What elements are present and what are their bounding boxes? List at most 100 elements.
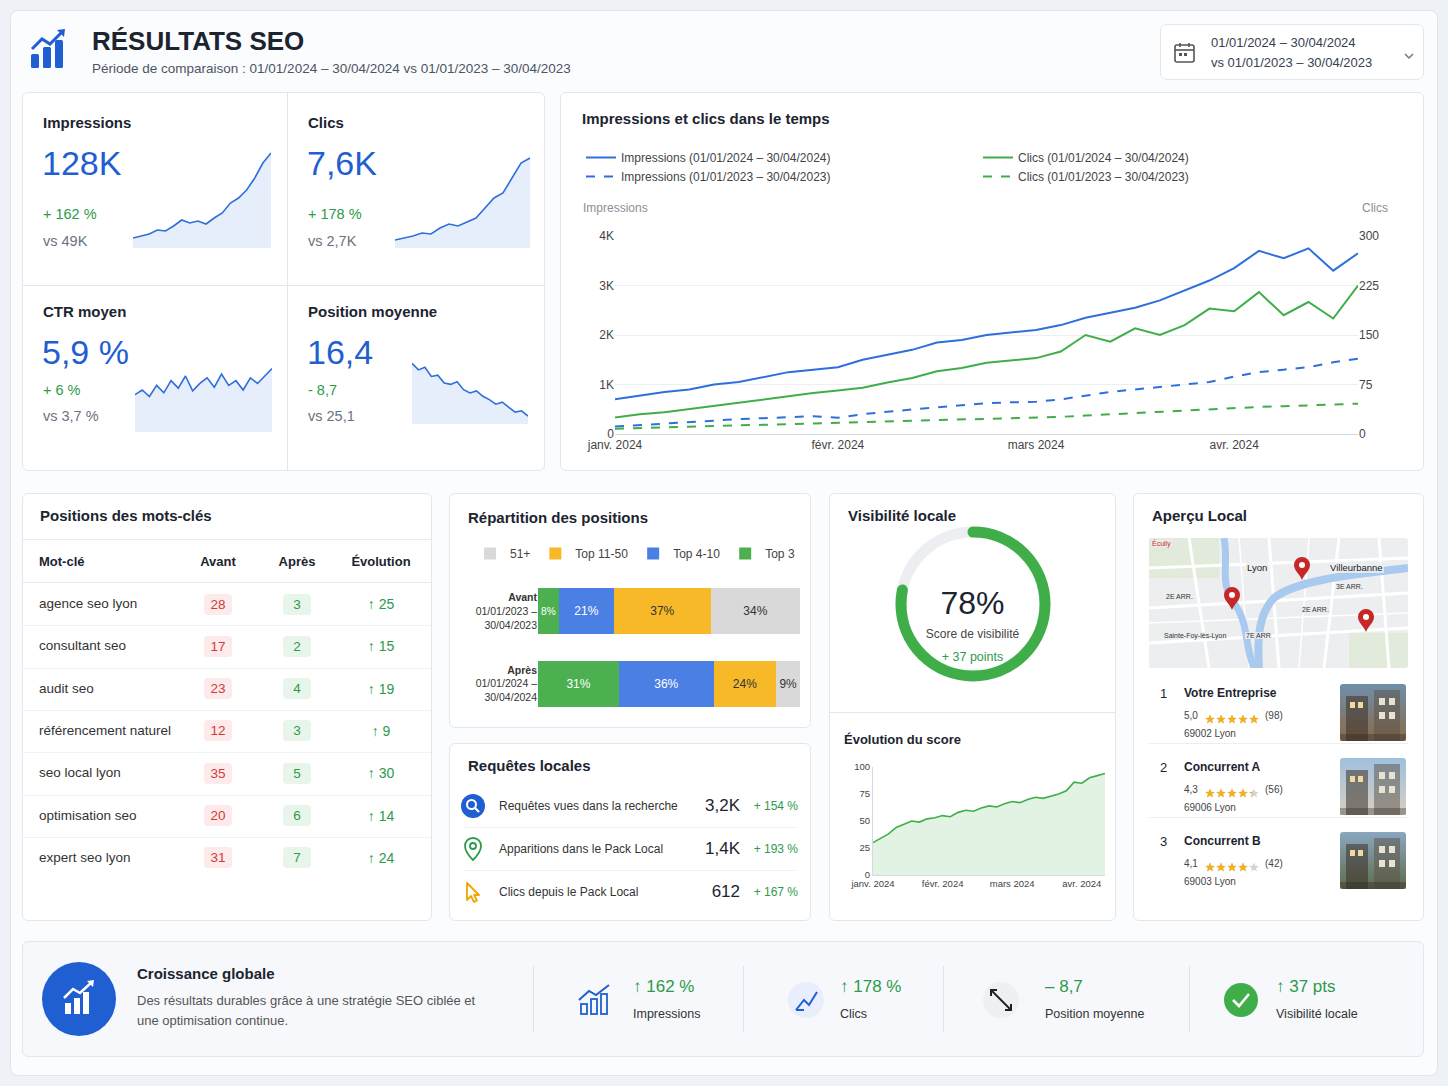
svg-text:Avant01/01/2023 –30/04/2023: Avant01/01/2023 –30/04/2023: [476, 591, 538, 630]
html-text:- 8,7: - 8,7: [308, 382, 337, 398]
svg-text:Impressions (01/01/2024 – 30/0: Impressions (01/01/2024 – 30/04/2024): [621, 151, 830, 165]
svg-text:31%: 31%: [566, 677, 590, 691]
svg-text:4K: 4K: [599, 229, 614, 243]
svg-text:Clics: Clics: [1362, 201, 1388, 215]
svg-text:mars 2024: mars 2024: [1008, 438, 1065, 452]
html-text:RÉSULTATS SEO: RÉSULTATS SEO: [92, 26, 305, 56]
svg-text:24%: 24%: [733, 677, 757, 691]
html-text:+ 6 %: + 6 %: [43, 382, 81, 398]
svg-text:janv. 2024: janv. 2024: [850, 878, 894, 889]
html-text:612: 612: [711, 882, 740, 901]
html-text:Position moyenne: Position moyenne: [308, 303, 438, 320]
svg-text:Impressions: Impressions: [583, 201, 648, 215]
html-text:Requêtes locales: Requêtes locales: [468, 757, 591, 774]
svg-text:janv. 2024: janv. 2024: [587, 438, 643, 452]
html-text:↑ 15: ↑ 15: [367, 638, 395, 655]
html-text:↑ 9: ↑ 9: [371, 722, 391, 739]
svg-text:mars 2024: mars 2024: [990, 878, 1035, 889]
svg-text:2K: 2K: [599, 328, 614, 342]
svg-text:25: 25: [860, 842, 871, 853]
html-text:+ 178 %: + 178 %: [308, 206, 362, 222]
html-text:Avant: Avant: [200, 554, 236, 569]
svg-text:Clics (01/01/2024 – 30/04/2024: Clics (01/01/2024 – 30/04/2024): [1018, 151, 1189, 165]
svg-text:37%: 37%: [650, 604, 674, 618]
svg-text:0: 0: [607, 427, 614, 441]
html-text:Clics: Clics: [308, 114, 344, 131]
svg-text:avr. 2024: avr. 2024: [1062, 878, 1101, 889]
html-text:3,2K: 3,2K: [705, 796, 740, 815]
svg-text:Top 4-10: Top 4-10: [673, 547, 720, 561]
html-text:28: 28: [210, 596, 226, 612]
html-text:↑ 162 %: ↑ 162 %: [633, 977, 695, 996]
html-text:↑ 19: ↑ 19: [367, 680, 395, 697]
html-text:↑ 14: ↑ 14: [367, 807, 395, 824]
html-text:Croissance globale: Croissance globale: [137, 965, 275, 982]
html-text:Aperçu Local: Aperçu Local: [1152, 507, 1247, 524]
html-text:vs 01/01/2023 – 30/04/2023: vs 01/01/2023 – 30/04/2023: [1211, 55, 1373, 70]
svg-text:34%: 34%: [743, 604, 767, 618]
html-text:17: 17: [210, 638, 226, 654]
html-text:↑ 25: ↑ 25: [367, 596, 395, 612]
html-text:vs 25,1: vs 25,1: [308, 408, 355, 424]
svg-text:50: 50: [860, 815, 871, 826]
html-text:consultant seo: consultant seo: [39, 638, 127, 654]
html-text:Impressions et clics dans le t: Impressions et clics dans le temps: [582, 110, 830, 127]
html-text:Mot-clé: Mot-clé: [39, 554, 85, 569]
html-text:vs 2,7K: vs 2,7K: [308, 233, 357, 249]
html-text:5,9 %: 5,9 %: [42, 333, 129, 371]
html-text:vs 49K: vs 49K: [43, 233, 88, 249]
html-text:seo local lyon: seo local lyon: [39, 765, 121, 781]
svg-text:Impressions (01/01/2023 – 30/0: Impressions (01/01/2023 – 30/04/2023): [621, 170, 830, 184]
html-text:↑ 178 %: ↑ 178 %: [840, 977, 902, 996]
html-text:16,4: 16,4: [307, 333, 374, 371]
svg-text:févr. 2024: févr. 2024: [812, 438, 865, 452]
html-text:31: 31: [210, 850, 226, 866]
svg-text:Top 3: Top 3: [765, 547, 795, 561]
svg-text:300: 300: [1359, 229, 1379, 243]
html-text:référencement naturel: référencement naturel: [39, 722, 172, 738]
svg-text:Clics (01/01/2023 – 30/04/2023: Clics (01/01/2023 – 30/04/2023): [1018, 170, 1189, 184]
html-text:↑ 30: ↑ 30: [367, 765, 395, 782]
html-text:– 8,7: – 8,7: [1045, 977, 1083, 996]
html-text:CTR moyen: CTR moyen: [43, 303, 127, 320]
svg-text:0: 0: [865, 869, 870, 880]
svg-text:9%: 9%: [779, 677, 797, 691]
svg-text:févr. 2024: févr. 2024: [922, 878, 964, 889]
svg-text:100: 100: [854, 761, 870, 772]
html-text:optimisation seo: optimisation seo: [39, 807, 137, 823]
html-text:↑ 37 pts: ↑ 37 pts: [1276, 977, 1336, 996]
svg-text:0: 0: [1359, 427, 1366, 441]
html-text:↑ 24: ↑ 24: [367, 849, 395, 866]
html-text:35: 35: [210, 765, 226, 781]
html-text:expert seo lyon: expert seo lyon: [39, 849, 131, 865]
html-text:1,4K: 1,4K: [705, 839, 740, 858]
html-text:Répartition des positions: Répartition des positions: [468, 509, 648, 526]
svg-text:1K: 1K: [599, 378, 614, 392]
html-text:Positions des mots-clés: Positions des mots-clés: [40, 507, 212, 524]
html-text:12: 12: [210, 723, 226, 739]
html-text:+ 162 %: + 162 %: [43, 206, 97, 222]
svg-text:225: 225: [1359, 279, 1379, 293]
html-text:Visibilité locale: Visibilité locale: [848, 507, 957, 524]
html-text:vs 3,7 %: vs 3,7 %: [43, 408, 99, 424]
html-text:Des résultats durables grâce à: Des résultats durables grâce à une strat…: [137, 993, 476, 1028]
svg-text:Top 11-50: Top 11-50: [575, 547, 628, 561]
html-text:Impressions: Impressions: [43, 114, 132, 131]
svg-text:75: 75: [860, 788, 871, 799]
svg-text:75: 75: [1359, 378, 1373, 392]
svg-text:51+: 51+: [510, 547, 530, 561]
html-text:01/01/2024 – 30/04/2024: 01/01/2024 – 30/04/2024: [1211, 35, 1356, 50]
svg-text:3K: 3K: [599, 279, 614, 293]
svg-text:36%: 36%: [654, 677, 678, 691]
html-text:audit seo: audit seo: [39, 680, 94, 696]
html-text:128K: 128K: [42, 144, 122, 182]
svg-text:8%: 8%: [541, 606, 556, 617]
svg-text:21%: 21%: [574, 604, 598, 618]
html-text:23: 23: [210, 681, 226, 697]
html-text:Période de comparaison : 01/01: Période de comparaison : 01/01/2024 – 30…: [92, 61, 571, 76]
html-text:7,6K: 7,6K: [307, 144, 377, 182]
svg-text:Après01/01/2024 –30/04/2024: Après01/01/2024 –30/04/2024: [476, 664, 537, 703]
html-text:78%: 78%: [940, 585, 1005, 621]
svg-text:150: 150: [1359, 328, 1379, 342]
svg-text:avr. 2024: avr. 2024: [1209, 438, 1259, 452]
